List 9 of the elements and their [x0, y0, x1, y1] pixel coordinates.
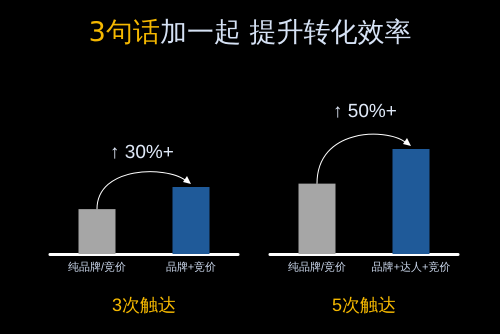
text: ↑ 30%+ [110, 142, 174, 163]
x-tick-label: 品牌+竞价 [166, 260, 216, 274]
x-axis-title: 3次触达 [112, 295, 176, 315]
x-axis-title: 5次触达 [332, 295, 396, 315]
text: ↑ 50%+ [333, 101, 397, 122]
x-tick-label: 纯品牌/竞价 [68, 260, 126, 274]
chart-title: 3句话加一起 提升转化效率 [88, 17, 412, 48]
x-tick-label: 纯品牌/竞价 [288, 260, 346, 274]
x-tick-label: 品牌+达人+竞价 [372, 260, 450, 274]
